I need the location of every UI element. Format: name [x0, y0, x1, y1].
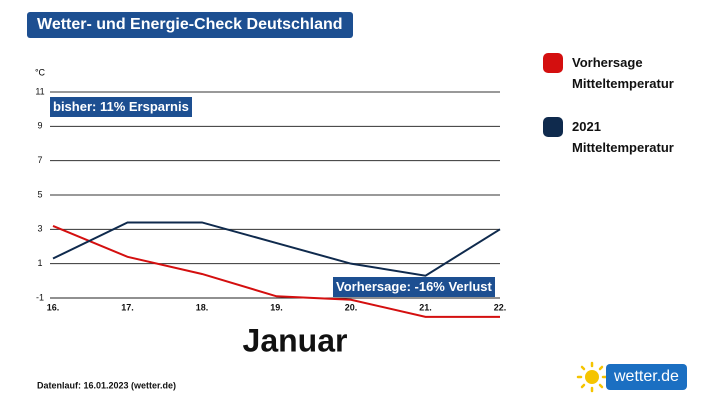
legend-label: Vorhersage Mitteltemperatur [572, 55, 674, 91]
y-tick-label: 11 [35, 86, 44, 96]
y-tick-label: 3 [37, 224, 42, 234]
y-tick-label: 7 [37, 155, 42, 165]
annotation: Vorhersage: -16% Verlust [333, 277, 495, 297]
y-tick-label: -1 [36, 292, 44, 302]
data-line [52, 221, 501, 277]
logo: wetter.de [606, 364, 687, 390]
y-unit: °C [35, 67, 46, 77]
y-tick-label: 5 [37, 189, 42, 199]
y-tick-label: 1 [37, 258, 42, 268]
x-tick-label: 20. [345, 302, 358, 312]
legend-label: 2021 Mitteltemperatur [572, 119, 674, 155]
annotation: bisher: 11% Ersparnis [50, 97, 192, 117]
data-line [52, 224, 500, 318]
footnote: Datenlauf: 16.01.2023 (wetter.de) [37, 380, 176, 390]
legend-swatch [543, 117, 563, 137]
chart-title: Wetter- und Energie-Check Deutschland [27, 12, 353, 38]
x-tick-label: 21. [419, 302, 432, 312]
x-tick-label: 16. [47, 302, 60, 312]
x-tick-label: 17. [121, 302, 134, 312]
logo-sun [576, 361, 608, 393]
x-tick-label: 22. [494, 302, 507, 312]
x-tick-label: 18. [196, 302, 209, 312]
x-axis-label: Januar [243, 322, 348, 358]
y-tick-label: 9 [37, 121, 42, 131]
legend-swatch [543, 53, 563, 73]
x-tick-label: 19. [270, 302, 283, 312]
